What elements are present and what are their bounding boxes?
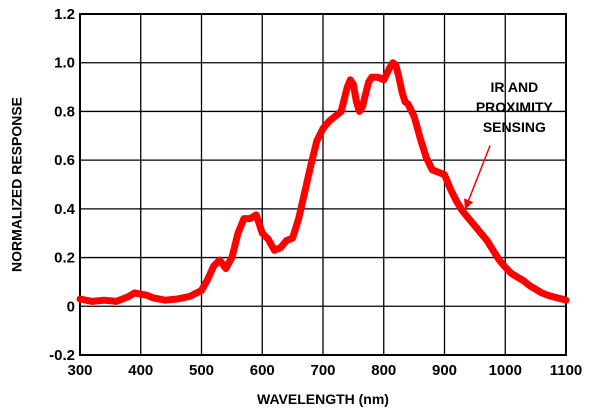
y-tick-label: 0.2	[54, 250, 75, 267]
annotation-text: PROXIMITY	[476, 99, 554, 115]
x-tick-label: 600	[250, 362, 275, 379]
annotation-arrow	[464, 145, 491, 210]
series-group	[76, 59, 570, 305]
vertical-gridlines	[79, 14, 567, 355]
y-tick-label: 0.4	[54, 201, 76, 218]
x-tick-label: 800	[371, 362, 396, 379]
x-tick-label: 1000	[489, 362, 522, 379]
y-tick-labels: -0.2 0 0.2 0.4 0.6 0.8 1.0 1.2	[49, 6, 76, 364]
annotation-group: IR AND PROXIMITY SENSING	[464, 79, 554, 210]
x-axis-label: WAVELENGTH (nm)	[257, 391, 389, 407]
annotation-text: SENSING	[483, 119, 546, 135]
x-tick-label: 900	[432, 362, 457, 379]
x-tick-label: 300	[67, 362, 92, 379]
x-tick-label: 1100	[550, 362, 583, 379]
plot-frame	[79, 13, 567, 356]
y-tick-label: 0.6	[54, 152, 75, 169]
response-curve	[76, 59, 570, 305]
y-tick-label: 0.8	[54, 103, 75, 120]
x-tick-label: 700	[310, 362, 335, 379]
x-tick-labels: 300 400 500 600 700 800 900 1000 1100	[67, 362, 582, 379]
y-tick-label: 1.2	[54, 6, 75, 23]
y-tick-label: 1.0	[54, 55, 75, 72]
x-tick-label: 500	[189, 362, 214, 379]
annotation-text: IR AND	[491, 79, 539, 95]
y-tick-label: -0.2	[49, 347, 75, 364]
x-tick-label: 400	[128, 362, 153, 379]
y-tick-label: 0	[67, 298, 75, 315]
y-axis-label: NORMALIZED RESPONSE	[9, 97, 25, 272]
